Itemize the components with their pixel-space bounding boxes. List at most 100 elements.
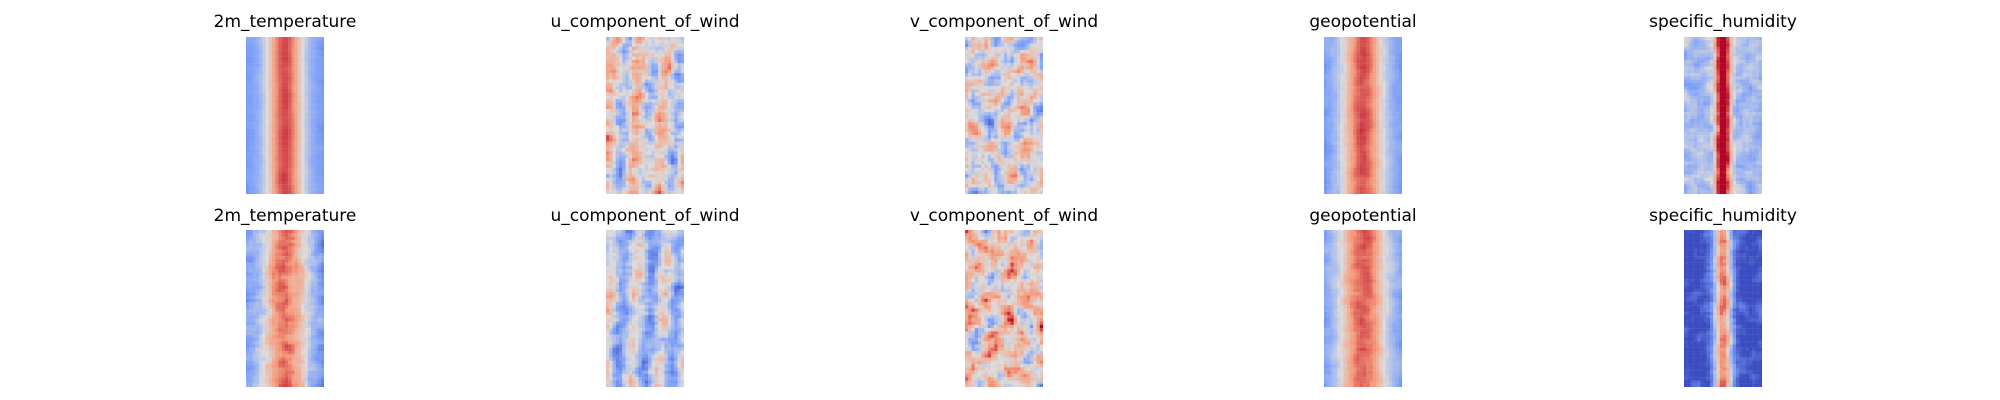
heatmap-cell (301, 69, 305, 74)
heatmap-cell (968, 131, 972, 136)
heatmap-cell (1710, 82, 1714, 87)
heatmap-cell (291, 89, 295, 93)
heatmap-cell (1732, 86, 1737, 90)
heatmap-cell (1376, 82, 1380, 87)
heatmap-cell (1366, 184, 1370, 188)
heatmap-cell (1033, 56, 1037, 61)
heatmap-cell (1333, 43, 1338, 47)
heatmap-cell (968, 43, 972, 47)
heatmap-cell (645, 164, 649, 168)
heatmap-cell (246, 171, 250, 175)
heatmap-cell (1007, 148, 1011, 152)
heatmap-cell (1372, 177, 1377, 182)
heatmap-cell (1749, 50, 1753, 54)
heatmap-cell (968, 138, 972, 142)
heatmap-cell (1340, 144, 1344, 149)
heatmap-cell (1749, 76, 1753, 80)
heatmap-cell (671, 161, 675, 165)
heatmap-cell (971, 95, 975, 100)
heatmap-cell (978, 177, 982, 182)
heatmap-cell (1324, 118, 1328, 123)
heatmap-cell (291, 154, 295, 159)
heatmap-cell (654, 190, 659, 194)
heatmap-cell (320, 141, 324, 146)
heatmap-cell (1340, 131, 1344, 136)
heatmap-cell (1333, 177, 1338, 182)
heatmap-cell (252, 72, 256, 77)
heatmap-cell (1353, 86, 1357, 90)
heatmap-cell (1013, 115, 1018, 119)
heatmap-cell (680, 190, 684, 194)
heatmap-cell (262, 135, 266, 139)
heatmap-cell (1343, 148, 1347, 152)
heatmap-cell (635, 108, 639, 113)
heatmap-cell (622, 66, 626, 70)
heatmap-cell (275, 167, 279, 172)
heatmap-cell (1333, 128, 1338, 133)
heatmap-cell (304, 190, 308, 194)
heatmap-cell (1036, 151, 1040, 155)
heatmap-cell (259, 128, 263, 133)
heatmap-cell (677, 135, 681, 139)
heatmap-cell (978, 141, 982, 146)
heatmap-cell (1745, 56, 1750, 61)
heatmap-cell (994, 184, 998, 188)
heatmap-cell (645, 102, 649, 106)
heatmap-cell (1366, 131, 1370, 136)
heatmap-cell (246, 122, 250, 126)
heatmap-cell (1337, 102, 1341, 106)
heatmap-cell (1324, 50, 1328, 54)
heatmap-cell (645, 115, 649, 119)
heatmap-cell (1736, 40, 1740, 44)
heatmap-cell (974, 108, 979, 113)
heatmap-cell (275, 102, 279, 106)
heatmap-cell (1363, 122, 1367, 126)
heatmap-cell (984, 99, 988, 103)
heatmap-cell (1713, 66, 1717, 70)
heatmap-cell (307, 144, 312, 149)
heatmap-cell (661, 82, 665, 87)
heatmap-cell (1382, 63, 1386, 67)
heatmap-cell (1389, 161, 1393, 165)
heatmap-cell (259, 86, 263, 90)
heatmap-cell (272, 174, 276, 178)
heatmap-cell (664, 164, 668, 168)
heatmap-cell (1340, 187, 1344, 191)
heatmap-cell (1343, 187, 1347, 191)
heatmap-cell (1039, 69, 1043, 74)
heatmap-cell (311, 72, 315, 77)
heatmap-cell (304, 167, 308, 172)
heatmap-cell (288, 148, 292, 152)
heatmap-cell (651, 69, 655, 74)
heatmap-cell (255, 187, 260, 191)
heatmap-cell (272, 105, 276, 110)
heatmap-cell (1755, 76, 1759, 80)
heatmap-cell (1000, 184, 1005, 188)
heatmap-cell (1758, 63, 1762, 67)
heatmap-cell (317, 63, 321, 67)
heatmap-cell (281, 72, 286, 77)
heatmap-cell (628, 86, 633, 90)
heatmap-cell (1700, 66, 1704, 70)
heatmap-cell (1385, 161, 1390, 165)
heatmap-cell (615, 95, 620, 100)
heatmap-cell (1752, 37, 1756, 41)
heatmap-cell (648, 56, 652, 61)
heatmap-cell (987, 69, 992, 74)
heatmap-cell (1026, 79, 1031, 83)
heatmap-cell (1010, 108, 1014, 113)
heatmap-cell (635, 125, 639, 129)
heatmap-cell (648, 50, 652, 54)
heatmap-cell (1382, 128, 1386, 133)
heatmap-cell (1366, 37, 1370, 41)
heatmap-cell (974, 76, 979, 80)
heatmap-cell (249, 125, 253, 129)
heatmap-cell (1340, 79, 1344, 83)
heatmap-cell (320, 158, 324, 162)
heatmap-cell (984, 40, 988, 44)
heatmap-cell (1359, 122, 1364, 126)
heatmap-cell (664, 190, 668, 194)
heatmap-cell (1353, 50, 1357, 54)
heatmap-cell (1004, 76, 1008, 80)
heatmap-cell (1039, 144, 1043, 149)
